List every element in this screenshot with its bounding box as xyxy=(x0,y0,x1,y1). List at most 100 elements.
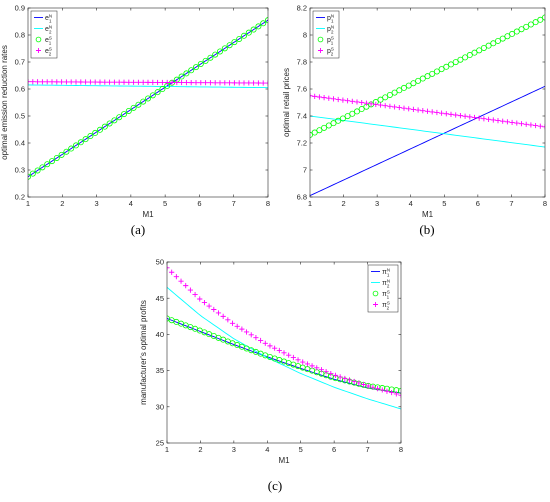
marker-circle xyxy=(87,133,94,140)
x-tick-label: 1 xyxy=(308,199,312,208)
marker-plus xyxy=(211,306,217,313)
marker-plus xyxy=(281,350,287,356)
marker-circle xyxy=(202,57,209,64)
marker-plus xyxy=(365,383,371,389)
marker-circle xyxy=(236,35,243,42)
x-axis-label: M1 xyxy=(278,456,290,465)
marker-plus xyxy=(359,99,365,106)
x-tick-label: 4 xyxy=(265,445,269,454)
marker-plus xyxy=(193,80,199,86)
marker-plus xyxy=(476,115,482,121)
marker-circle xyxy=(58,151,65,158)
marker-plus xyxy=(448,111,454,117)
marker-circle xyxy=(106,120,113,127)
x-tick-label: 1 xyxy=(26,199,30,208)
series-markers-p1S xyxy=(310,14,545,138)
axes-box xyxy=(166,261,402,444)
marker-circle xyxy=(159,86,166,93)
plot-area xyxy=(28,8,268,197)
marker-plus xyxy=(201,300,208,306)
x-tick-label: 8 xyxy=(266,199,270,208)
y-tick-label: 0.6 xyxy=(15,85,25,94)
marker-circle xyxy=(111,117,118,124)
x-tick-label: 2 xyxy=(60,199,64,208)
marker-circle xyxy=(527,21,534,28)
marker-circle xyxy=(499,35,506,42)
legend-entry-pi1S: πS 1 xyxy=(382,289,390,299)
series-line-pi2N xyxy=(167,286,401,410)
marker-plus xyxy=(203,80,209,86)
marker-plus xyxy=(251,80,257,86)
marker-circle xyxy=(330,120,337,127)
marker-plus xyxy=(377,102,384,108)
marker-circle xyxy=(135,101,142,108)
marker-plus xyxy=(396,104,402,111)
marker-plus xyxy=(215,310,222,316)
marker-plus xyxy=(217,80,223,86)
marker-plus xyxy=(398,392,401,398)
marker-plus xyxy=(164,79,170,86)
marker-plus xyxy=(102,79,108,85)
marker-plus xyxy=(234,323,240,329)
marker-circle xyxy=(240,32,247,39)
legend-swatch-pi1S xyxy=(372,290,379,297)
y-tick-label: 0.7 xyxy=(15,58,25,67)
marker-circle xyxy=(429,70,436,77)
legend-entry-p2S: pS 2 xyxy=(327,46,334,56)
legend-entry-e2S: eS 2 xyxy=(45,46,52,56)
marker-plus xyxy=(155,79,161,86)
marker-plus xyxy=(467,114,473,120)
legend-swatch-p2S xyxy=(318,48,323,53)
x-tick-label: 6 xyxy=(476,199,480,208)
x-axis-label: M1 xyxy=(142,210,154,219)
y-axis-label: manufacturer's optimal profits xyxy=(139,300,148,405)
marker-plus xyxy=(462,113,468,119)
marker-plus xyxy=(206,303,212,309)
marker-plus xyxy=(326,95,332,101)
y-tick-label: 7.8 xyxy=(297,58,307,67)
x-tick-label: 3 xyxy=(375,199,379,208)
marker-circle xyxy=(121,111,128,118)
marker-circle xyxy=(518,26,525,33)
series-line-p2N xyxy=(310,115,545,148)
legend-entry-pi2N: πN 2 xyxy=(382,278,390,288)
marker-circle xyxy=(49,158,56,165)
marker-plus xyxy=(389,389,395,396)
marker-plus xyxy=(370,384,376,390)
marker-plus xyxy=(453,112,459,118)
marker-plus xyxy=(363,100,369,106)
legend-swatch-e1S xyxy=(35,36,42,43)
x-tick-label: 4 xyxy=(129,199,133,208)
marker-circle xyxy=(400,84,407,91)
marker-circle xyxy=(537,16,544,23)
marker-circle xyxy=(316,127,323,134)
marker-plus xyxy=(87,79,93,85)
series-markers-e2S xyxy=(28,79,268,86)
marker-plus xyxy=(345,98,351,104)
marker-plus xyxy=(174,79,180,86)
y-tick-label: 30 xyxy=(156,402,164,411)
series-markers-p2S xyxy=(310,93,545,130)
marker-circle xyxy=(178,73,185,80)
marker-plus xyxy=(145,79,151,85)
marker-plus xyxy=(429,109,435,115)
marker-plus xyxy=(360,381,367,388)
marker-plus xyxy=(310,93,313,99)
marker-plus xyxy=(321,95,327,101)
marker-plus xyxy=(486,116,492,122)
marker-plus xyxy=(312,93,318,99)
y-tick-label: 0.8 xyxy=(15,31,25,40)
marker-plus xyxy=(504,119,510,125)
marker-plus xyxy=(198,80,204,86)
series-line-p1N xyxy=(310,85,545,197)
series-group xyxy=(167,265,401,410)
marker-plus xyxy=(107,79,113,85)
marker-plus xyxy=(267,343,273,349)
marker-plus xyxy=(368,101,374,107)
marker-plus xyxy=(415,107,421,113)
marker-plus xyxy=(135,79,141,85)
marker-plus xyxy=(83,79,89,85)
marker-circle xyxy=(513,28,520,35)
x-tick-label: 5 xyxy=(163,199,167,208)
